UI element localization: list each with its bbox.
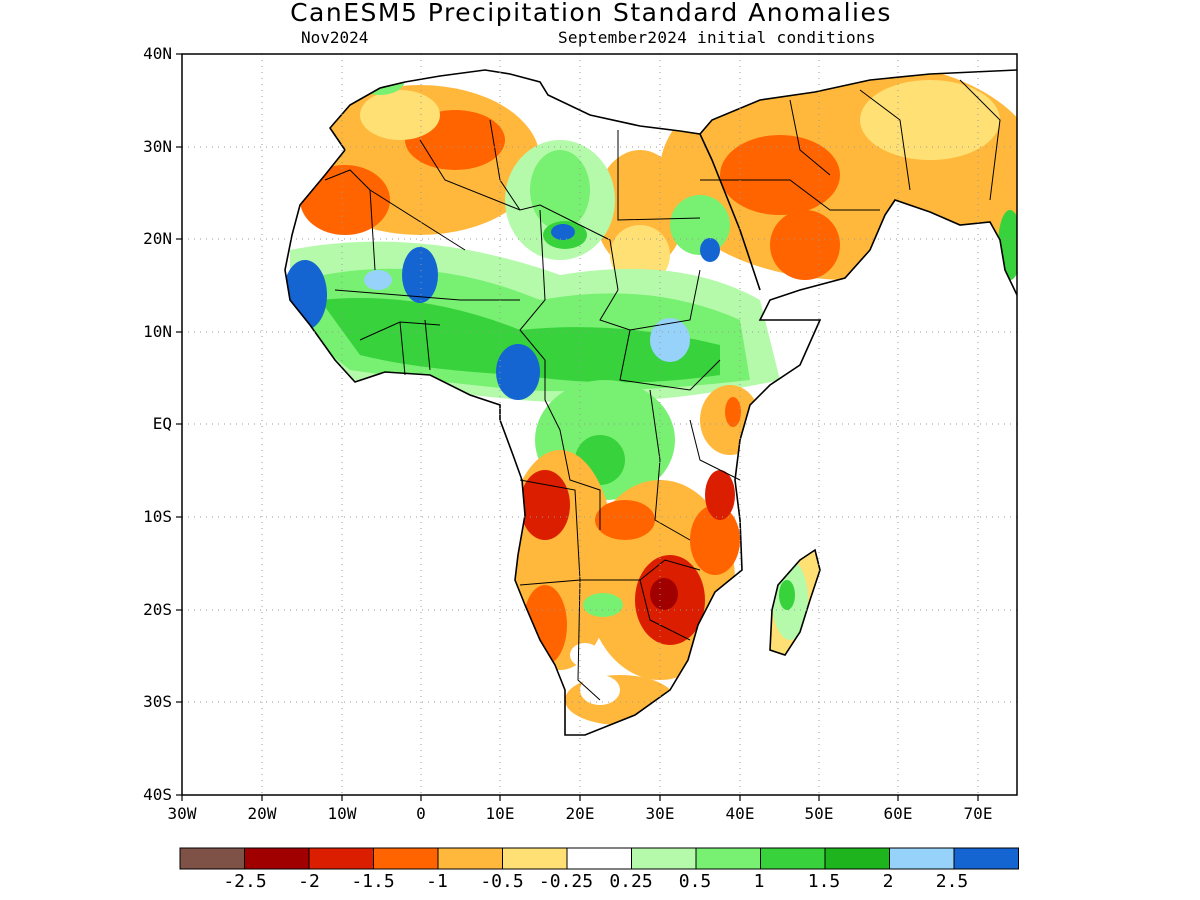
lat-label: 10N	[143, 322, 172, 341]
lon-label: 10E	[485, 804, 515, 823]
colorbar-swatch	[695, 847, 761, 870]
coastlines	[284, 69, 1017, 736]
colorbar-swatch	[953, 847, 1019, 870]
colorbar-label: -1.5	[351, 871, 395, 892]
colorbar-swatch	[437, 847, 503, 870]
lat-label: EQ	[152, 414, 172, 433]
colorbar-label: 0.25	[609, 871, 653, 892]
colorbar-label: 2	[882, 871, 894, 892]
colorbar-swatch	[631, 847, 697, 870]
colorbar-swatch	[502, 847, 568, 870]
lon-label: 20W	[247, 804, 277, 823]
lon-label: 30W	[167, 804, 197, 823]
country-borders	[324, 79, 1001, 701]
colorbar-swatch	[760, 847, 826, 870]
map-title: CanESM5 Precipitation Standard Anomalies	[290, 0, 892, 27]
colorbar-label: 1	[753, 871, 765, 892]
lon-label: 40E	[725, 804, 755, 823]
colorbar-swatch	[824, 847, 890, 870]
colorbar-label: 2.5	[935, 871, 969, 892]
lat-label: 40N	[143, 44, 172, 63]
colorbar-label: 0.5	[678, 871, 712, 892]
colorbar-swatch	[373, 847, 439, 870]
lon-label: 60E	[883, 804, 913, 823]
colorbar-swatch	[179, 847, 245, 870]
colorbar-label: 1.5	[807, 871, 841, 892]
lat-label: 40S	[143, 785, 172, 804]
colorbar-label: -2	[298, 871, 320, 892]
lat-label: 20S	[143, 600, 172, 619]
colorbar-label: -0.5	[480, 871, 524, 892]
colorbar-label: -1	[426, 871, 448, 892]
forecast-month: Nov2024	[301, 28, 369, 47]
colorbar-swatch	[889, 847, 955, 870]
axis-ticks	[176, 53, 979, 801]
lon-label: 70E	[963, 804, 993, 823]
lat-label: 30N	[143, 137, 172, 156]
initial-conditions: September2024 initial conditions	[558, 28, 876, 47]
lon-label: 30E	[645, 804, 675, 823]
colorbar-swatch	[244, 847, 310, 870]
colorbar-swatch	[308, 847, 374, 870]
lat-label: 30S	[143, 692, 172, 711]
colorbar-swatch	[566, 847, 632, 870]
colorbar	[179, 847, 1019, 870]
lon-label: 20E	[565, 804, 595, 823]
lon-label: 10W	[327, 804, 357, 823]
anomaly-fields	[285, 70, 1017, 735]
lat-label: 10S	[143, 507, 172, 526]
lon-label: 0	[416, 804, 426, 823]
lon-label: 50E	[804, 804, 834, 823]
colorbar-label: -2.5	[223, 871, 267, 892]
colorbar-label: -0.25	[538, 871, 594, 892]
lat-label: 20N	[143, 229, 172, 248]
